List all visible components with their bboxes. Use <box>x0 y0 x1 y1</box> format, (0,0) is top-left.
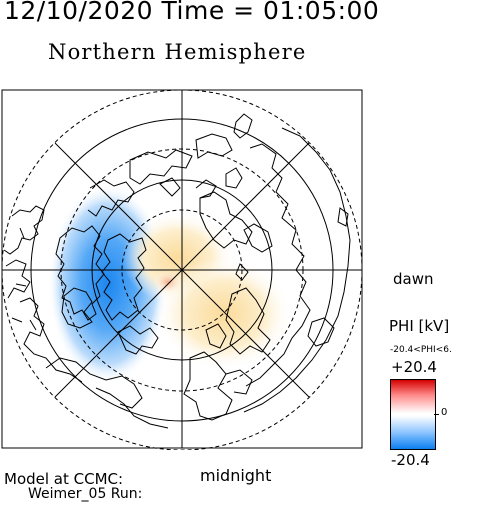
polar-map <box>1 89 363 450</box>
colorbar-min-label: -20.4 <box>391 451 430 469</box>
datetime-title: 12/10/2020 Time = 01:05:00 <box>4 0 380 25</box>
map-title: Northern Hemisphere <box>48 40 307 64</box>
colorbar-zero-label: 0 <box>441 407 448 418</box>
potential-field <box>48 184 292 384</box>
coastlines <box>3 113 351 429</box>
colorbar <box>390 379 436 450</box>
grid-lines <box>1 89 363 450</box>
run-label: Weimer_05 Run: <box>28 486 143 502</box>
colorbar-max-label: +20.4 <box>391 358 437 376</box>
colorbar-zero-tick <box>434 414 439 415</box>
midnight-label: midnight <box>200 466 272 485</box>
dawn-label: dawn <box>393 270 434 288</box>
colorbar-title: PHI [kV] <box>389 317 450 335</box>
colorbar-range: -20.4<PHI<6. <box>390 345 452 355</box>
model-label: Model at CCMC: <box>4 470 124 488</box>
